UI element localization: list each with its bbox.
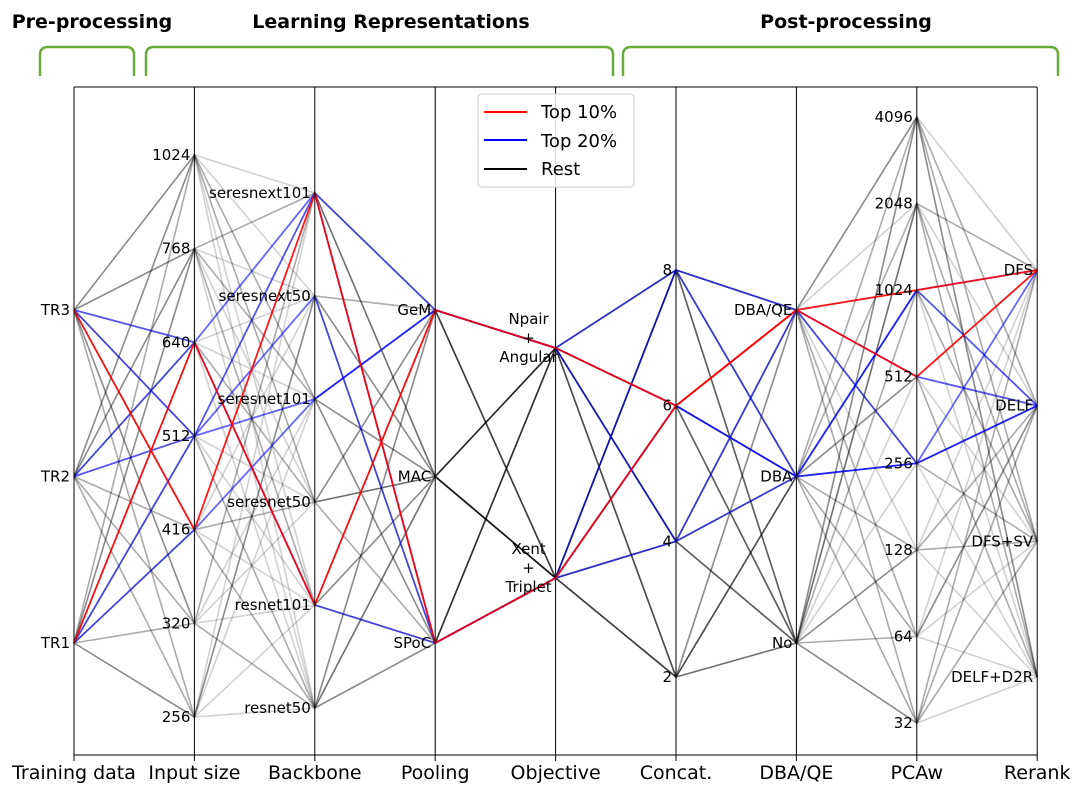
- axis-label-concat: Concat.: [640, 762, 713, 784]
- tick-label-pooling: MAC: [398, 468, 431, 486]
- tick-label-pcaw: 32: [894, 714, 913, 732]
- bracket-post-processing: [621, 45, 1060, 76]
- tick-label-pcaw: 512: [884, 368, 913, 386]
- bracket-learning-representations: [144, 45, 615, 76]
- axis-label-pcaw: PCAw: [891, 762, 944, 784]
- tick-label-backbone: seresnext50: [219, 287, 311, 305]
- axis-label-pooling: Pooling: [401, 762, 470, 784]
- tick-labels: TR1 TR2 TR3 256 320 416 512 640 768 1024 resnet50 r…: [40, 108, 1034, 732]
- tick-label-input-size: 512: [162, 427, 191, 445]
- tick-label-concat: 6: [662, 397, 672, 415]
- legend-label-top-20: Top 20%: [540, 131, 617, 152]
- tick-label-input-size: 1024: [152, 146, 190, 164]
- section-label-post-processing: Post-processing: [760, 11, 932, 33]
- tick-label-input-size: 768: [162, 240, 191, 258]
- tick-label-pooling: GeM: [397, 301, 431, 319]
- tick-label-concat: 4: [662, 532, 672, 550]
- tick-label-objective: Xent + Triplet: [505, 540, 552, 596]
- tick-label-dba-qe: No: [772, 634, 792, 652]
- tick-label-rerank: DELF: [995, 397, 1033, 415]
- legend: Top 10% Top 20% Rest: [477, 93, 635, 188]
- tick-label-concat: 8: [662, 261, 672, 279]
- axis-label-backbone: Backbone: [268, 762, 362, 784]
- tick-label-input-size: 416: [162, 521, 191, 539]
- tick-label-pcaw: 4096: [875, 108, 913, 126]
- tick-label-pcaw: 2048: [875, 195, 913, 213]
- tick-label-dba-qe: DBA/QE: [734, 301, 792, 319]
- bracket-pre-processing: [38, 45, 136, 76]
- tick-label-pcaw: 64: [894, 627, 913, 645]
- axis-label-input-size: Input size: [148, 762, 240, 784]
- tick-label-input-size: 640: [162, 333, 191, 351]
- tick-label-rerank: DFS+SV: [971, 532, 1034, 550]
- legend-label-top-10: Top 10%: [540, 102, 617, 123]
- tick-label-pcaw: 128: [884, 541, 913, 559]
- legend-box: [477, 93, 635, 188]
- tick-label-pcaw: 1024: [875, 281, 913, 299]
- tick-label-pcaw: 256: [884, 454, 913, 472]
- tick-label-backbone: resnet50: [244, 699, 311, 717]
- section-label-pre-processing: Pre-processing: [12, 11, 173, 33]
- tick-label-input-size: 256: [162, 708, 191, 726]
- tick-label-dba-qe: DBA: [760, 468, 793, 486]
- section-label-learning-representations: Learning Representations: [252, 11, 529, 33]
- tick-label-pooling: SPoC: [394, 634, 432, 652]
- axis-label-objective: Objective: [511, 762, 601, 784]
- tick-label-objective: Npair + Angular: [499, 310, 558, 366]
- tick-label-training-data: TR2: [40, 468, 70, 486]
- axes-group: Training data Input size Backbone Pooling Ob…: [11, 87, 1070, 784]
- tick-label-backbone: seresnext101: [209, 184, 311, 202]
- tick-label-backbone: resnet101: [235, 596, 311, 614]
- tick-label-backbone: seresnet50: [227, 493, 311, 511]
- tick-label-training-data: TR1: [40, 634, 70, 652]
- axis-label-rerank: Rerank: [1004, 762, 1071, 784]
- tick-label-training-data: TR3: [40, 301, 70, 319]
- legend-label-rest: Rest: [541, 159, 580, 180]
- tick-label-backbone: seresnet101: [218, 390, 311, 408]
- tick-label-rerank: DFS: [1004, 261, 1033, 279]
- axis-label-dba-qe: DBA/QE: [759, 762, 833, 784]
- section-brackets: [38, 45, 1060, 76]
- tick-label-concat: 2: [662, 668, 672, 686]
- tick-label-input-size: 320: [162, 614, 191, 632]
- tick-label-rerank: DELF+D2R: [951, 668, 1033, 686]
- axis-label-training-data: Training data: [11, 762, 136, 784]
